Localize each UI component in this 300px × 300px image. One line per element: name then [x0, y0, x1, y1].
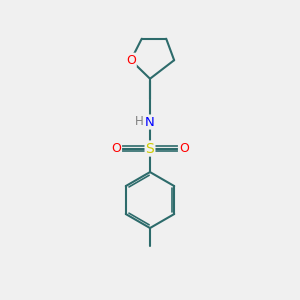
Text: O: O: [179, 142, 189, 155]
Text: S: S: [146, 142, 154, 155]
Text: O: O: [111, 142, 121, 155]
Text: O: O: [126, 54, 136, 67]
Text: N: N: [145, 116, 155, 128]
Text: H: H: [134, 115, 143, 128]
